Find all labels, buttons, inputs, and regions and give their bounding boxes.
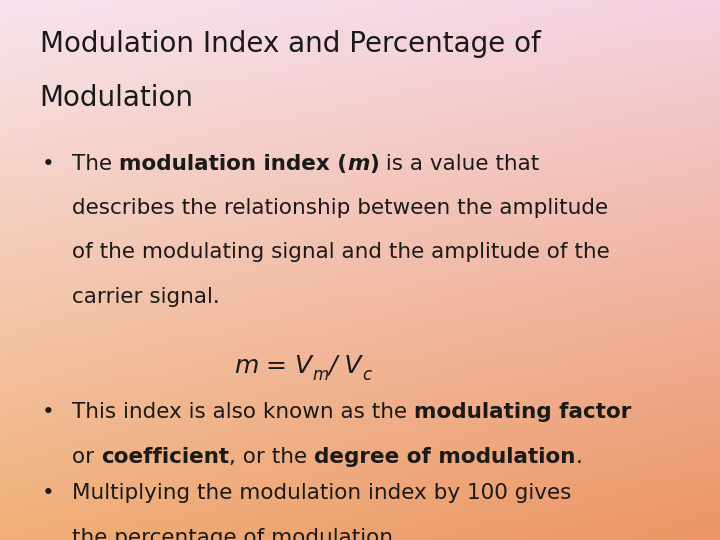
Text: Modulation Index and Percentage of: Modulation Index and Percentage of xyxy=(40,30,540,58)
Text: •: • xyxy=(42,402,55,422)
Text: modulation index (: modulation index ( xyxy=(119,154,347,174)
Text: coefficient: coefficient xyxy=(101,447,229,467)
Text: carrier signal.: carrier signal. xyxy=(72,287,220,307)
Text: This index is also known as the: This index is also known as the xyxy=(72,402,414,422)
Text: m: m xyxy=(347,154,369,174)
Text: •: • xyxy=(42,154,55,174)
Text: of the modulating signal and the amplitude of the: of the modulating signal and the amplitu… xyxy=(72,242,610,262)
Text: m: m xyxy=(312,366,328,383)
Text: •: • xyxy=(42,483,55,503)
Text: c: c xyxy=(362,366,371,383)
Text: describes the relationship between the amplitude: describes the relationship between the a… xyxy=(72,198,608,218)
Text: or: or xyxy=(72,447,101,467)
Text: The: The xyxy=(72,154,119,174)
Text: the percentage of modulation.: the percentage of modulation. xyxy=(72,528,400,540)
Text: / V: / V xyxy=(328,354,362,377)
Text: m: m xyxy=(234,354,258,377)
Text: Modulation: Modulation xyxy=(40,84,194,112)
Text: Multiplying the modulation index by 100 gives: Multiplying the modulation index by 100 … xyxy=(72,483,572,503)
Text: is a value that: is a value that xyxy=(379,154,539,174)
Text: .: . xyxy=(575,447,582,467)
Text: modulating factor: modulating factor xyxy=(414,402,631,422)
Text: = V: = V xyxy=(258,354,312,377)
Text: ): ) xyxy=(369,154,379,174)
Text: degree of modulation: degree of modulation xyxy=(314,447,575,467)
Text: , or the: , or the xyxy=(229,447,314,467)
